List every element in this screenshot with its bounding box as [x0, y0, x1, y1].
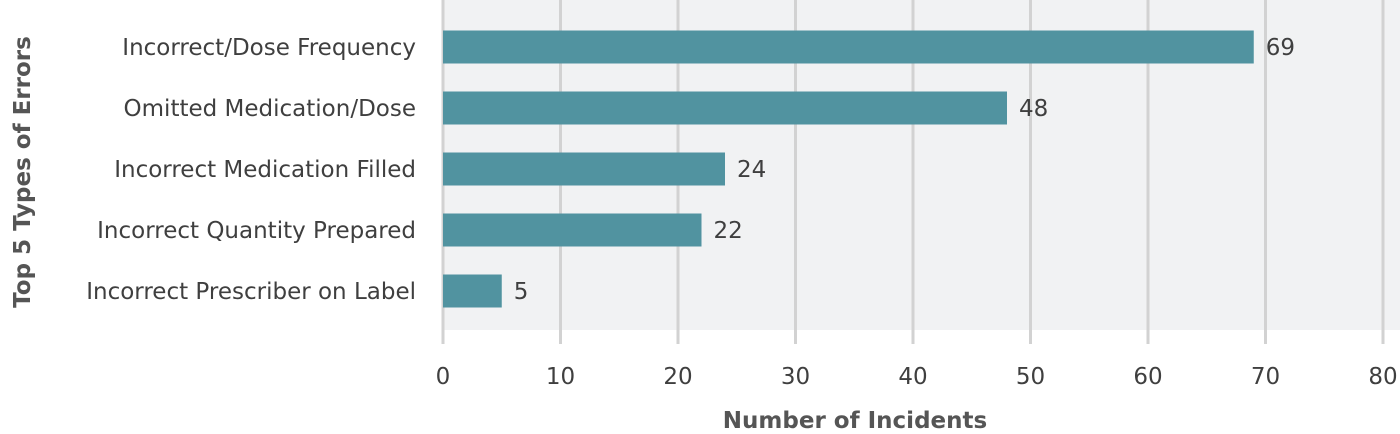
category-label: Incorrect Prescriber on Label: [86, 279, 416, 305]
y-axis-title: Top 5 Types of Errors: [10, 36, 36, 308]
x-tick-label: 80: [1368, 364, 1397, 390]
category-label: Incorrect/Dose Frequency: [122, 35, 416, 61]
value-labels: 69 48 24 22 5: [514, 35, 1295, 305]
x-tick-label: 50: [1016, 364, 1045, 390]
bars: [443, 30, 1254, 308]
bar: [443, 152, 725, 186]
x-axis-title: Number of Incidents: [723, 408, 987, 434]
category-label: Incorrect Quantity Prepared: [97, 218, 416, 244]
x-tick-label: 10: [546, 364, 575, 390]
category-label: Omitted Medication/Dose: [124, 96, 416, 122]
category-labels: Incorrect/Dose Frequency Omitted Medicati…: [86, 35, 416, 305]
x-tick-label: 40: [898, 364, 927, 390]
bar: [443, 274, 502, 308]
value-label: 5: [514, 279, 529, 305]
x-tick-labels: 0 10 20 30 40 50 60 70 80: [436, 364, 1398, 390]
bar: [443, 213, 702, 247]
value-label: 69: [1266, 35, 1295, 61]
x-tick-label: 20: [663, 364, 692, 390]
x-tick-label: 0: [436, 364, 451, 390]
bar: [443, 91, 1007, 125]
value-label: 22: [714, 218, 743, 244]
x-tick-label: 70: [1251, 364, 1280, 390]
category-label: Incorrect Medication Filled: [114, 157, 416, 183]
x-tick-label: 60: [1133, 364, 1162, 390]
x-tick-label: 30: [781, 364, 810, 390]
value-label: 48: [1019, 96, 1048, 122]
bar: [443, 30, 1254, 64]
value-label: 24: [737, 157, 766, 183]
